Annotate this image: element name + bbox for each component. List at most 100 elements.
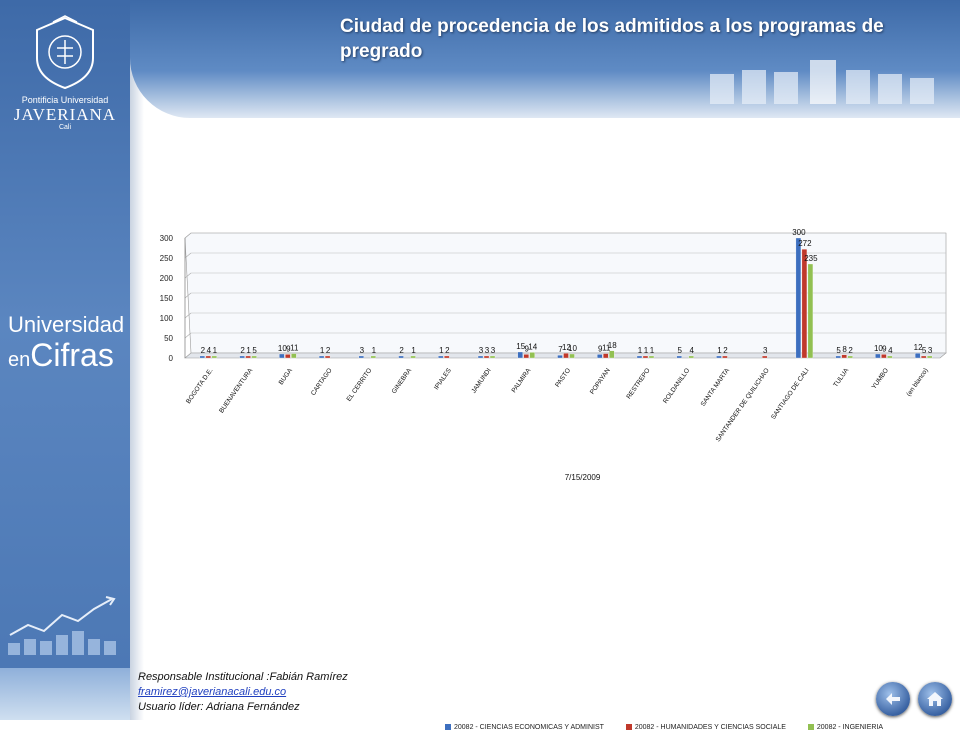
bar-1 [557,355,563,359]
x-tick-label: (en blanco) [905,367,929,398]
data-label: 3 [491,346,496,355]
data-label: 5 [922,346,927,355]
x-tick-label: EL CERRITO [346,367,374,403]
back-button[interactable] [876,682,910,716]
data-label: 1 [411,346,416,355]
bar-2 [444,355,450,359]
data-label: 1 [439,346,444,355]
y-tick-label: 300 [160,234,174,243]
bar-1 [835,355,841,359]
bar-2 [205,355,212,359]
data-label: 12 [914,343,923,352]
data-label: 4 [888,346,893,355]
bar-1 [875,353,881,359]
bar-2 [722,355,728,359]
data-label: 1 [320,346,325,355]
bar-3 [211,355,218,359]
data-label: 9 [286,344,291,353]
bar-2 [801,249,808,359]
x-tick-label: SANTIAGO DE CALI [770,367,811,421]
bar-3 [887,355,893,359]
bar-1 [279,353,285,359]
data-label: 2 [723,346,728,355]
brand-word-en: en [8,349,31,371]
bar-1 [676,355,682,359]
x-tick-label: TULUA [832,367,850,389]
x-tick-label: BOGOTA D.E. [185,367,215,405]
x-tick-label: PALMIRA [511,367,533,395]
bar-1 [636,355,643,359]
bar-3 [648,355,655,359]
brand-universidad-en-cifras: Universidad enCifras [8,312,124,379]
data-label: 5 [677,346,682,355]
home-button[interactable] [918,682,952,716]
page-title: Ciudad de procedencia de los admitidos a… [340,16,884,62]
data-label: 1 [650,346,655,355]
data-label: 14 [528,342,537,351]
bar-1 [597,354,603,359]
bar-2 [483,355,490,359]
bar-chart: 0 50 100 150 200 250 300 2 4 1 BOGOTA D.E. 2 1 5 BUENA… [155,218,955,731]
bar-2 [523,354,529,359]
y-gridline-side [184,312,192,319]
data-label: 2 [399,346,404,355]
bar-2 [285,354,291,359]
bar-3 [609,350,615,359]
bar-3 [251,355,257,359]
data-label: 2 [326,346,331,355]
data-label: 3 [763,346,768,355]
data-label: 3 [485,346,490,355]
growth-chart-icon [8,596,116,655]
data-label: 8 [842,345,847,354]
data-label: 3 [479,346,484,355]
bar-3 [847,355,853,359]
brand-line-en-cifras: enCifras [8,338,124,379]
bar-2 [603,353,609,359]
data-label: 1 [644,346,649,355]
footer-email-link[interactable]: framirez@javerianacali.edu.co [138,686,287,698]
bar-2 [841,354,847,359]
x-tick-label: PASTO [554,367,572,389]
bar-2 [881,354,887,359]
chart-legend: 20082 - CIENCIAS ECONOMICAS Y ADMINIST 2… [445,724,903,731]
data-label: 1 [638,346,643,355]
data-label: 9 [598,344,603,353]
data-label: 2 [445,346,450,355]
data-label: 1 [246,346,251,355]
data-label: 235 [804,254,818,263]
x-axis-label: 7/15/2009 [565,473,601,482]
data-label: 1 [213,346,218,355]
x-tick-label: JAMUNDI [470,367,492,395]
data-label: 1 [372,346,377,355]
x-tick-label: IPIALES [433,367,453,392]
y-tick-label: 200 [160,274,174,283]
y-tick-label: 0 [169,354,174,363]
footer-leader: Usuario líder: Adriana Fernández [138,701,300,713]
bar-1 [716,355,722,359]
legend-label-1: 20082 - CIENCIAS ECONOMICAS Y ADMINIST [454,724,604,731]
bar-3 [926,355,933,359]
legend-item-3: 20082 - INGENIERIA [807,724,883,731]
data-label: 10 [568,344,577,353]
bar-3 [529,352,535,359]
bar-1 [477,355,484,359]
bar-3 [489,355,496,359]
legend-swatch-1 [445,724,451,731]
data-label: 12 [562,343,571,352]
bar-3 [569,353,575,359]
data-label: 2 [848,346,853,355]
data-label: 2 [201,346,206,355]
data-label: 4 [207,346,212,355]
legend-item-1: 20082 - CIENCIAS ECONOMICAS Y ADMINIST [445,724,604,731]
legend-label-2: 20082 - HUMANIDADES Y CIENCIAS SOCIALE [634,724,786,731]
bar-3 [807,263,814,359]
brand-word-cifras: Cifras [30,337,114,373]
bar-2 [324,355,331,359]
bar-2 [642,355,649,359]
x-tick-label: SANTA MARTA [700,367,732,408]
data-label: 2 [240,346,245,355]
legend-swatch-2 [625,724,632,731]
bar-1 [438,355,444,359]
bar-3 [688,355,694,359]
